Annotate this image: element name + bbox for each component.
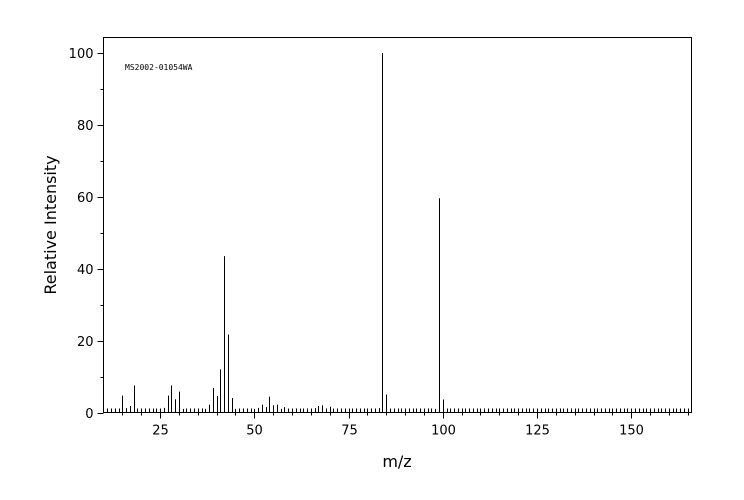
x-tick-label: 50 [246,424,263,439]
spectrum-id-label: MS2002-01054WA [125,63,193,72]
y-axis-label: Relative Intensity [41,155,60,294]
x-tick-label: 100 [431,424,456,439]
y-tick-label: 0 [85,407,93,422]
y-tick-label: 80 [77,119,94,134]
y-axis-ticks: 0 20 40 60 80 100 [69,47,104,422]
x-axis-ticks: 25 50 75 100 125 150 [122,412,689,439]
peaks-group [107,53,689,413]
x-tick-label: 25 [152,424,169,439]
x-tick-label: 150 [619,424,644,439]
y-tick-label: 60 [77,191,94,206]
y-tick-label: 40 [77,263,94,278]
plot-frame [103,37,692,413]
x-tick-label: 75 [341,424,358,439]
x-tick-label: 125 [525,424,550,439]
y-tick-label: 20 [77,335,94,350]
x-axis-label: m/z [382,452,411,471]
y-tick-label: 100 [69,47,94,62]
